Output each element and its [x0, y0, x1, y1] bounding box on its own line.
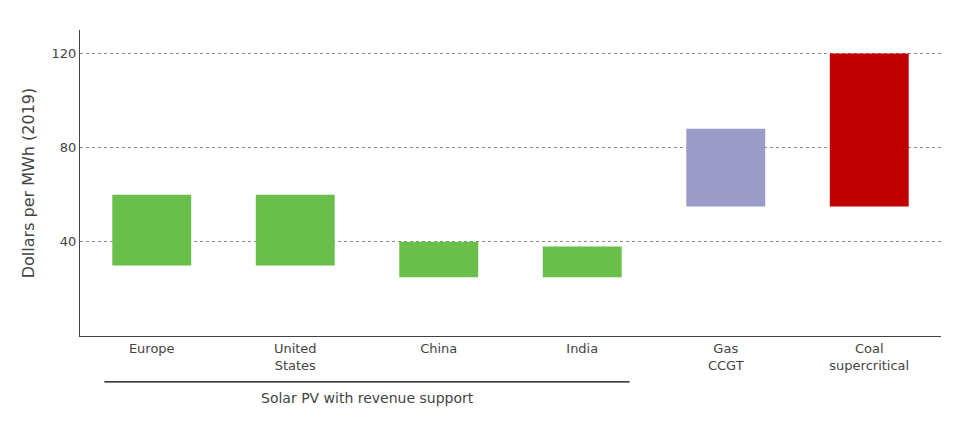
svg-text:120: 120	[52, 46, 77, 61]
svg-text:Dollars per MWh (2019): Dollars per MWh (2019)	[19, 88, 38, 279]
svg-text:Coalsupercritical: Coalsupercritical	[829, 341, 909, 373]
svg-text:Solar PV with revenue support: Solar PV with revenue support	[261, 390, 474, 406]
svg-text:China: China	[420, 341, 457, 356]
svg-text:Europe: Europe	[129, 341, 175, 356]
svg-text:40: 40	[60, 234, 77, 249]
svg-text:India: India	[566, 341, 598, 356]
svg-text:UnitedStates: UnitedStates	[274, 341, 317, 373]
svg-text:80: 80	[60, 140, 77, 155]
svg-text:GasCCGT: GasCCGT	[708, 341, 744, 373]
